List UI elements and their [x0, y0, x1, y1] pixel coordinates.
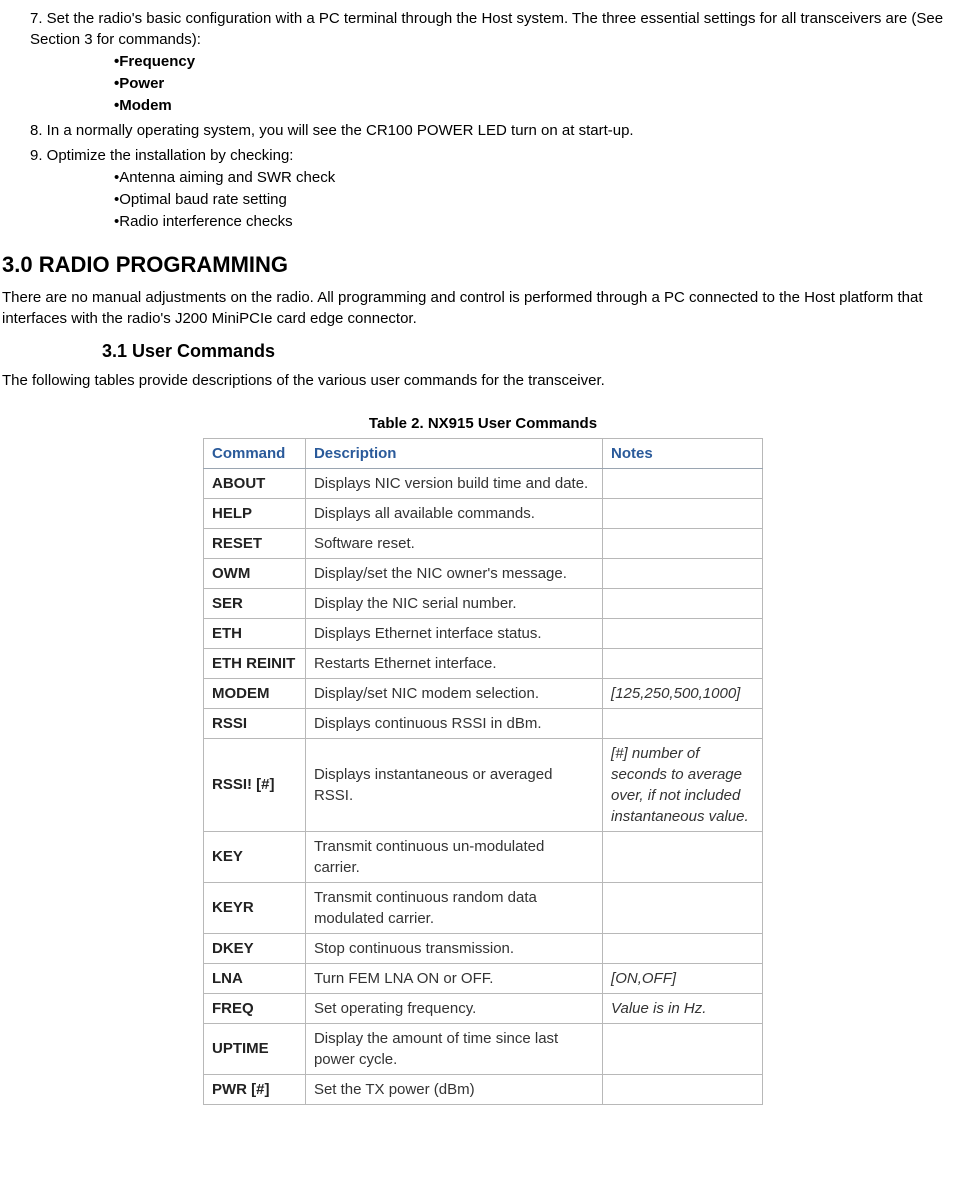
- cell-command: HELP: [204, 498, 306, 528]
- step-7: 7. Set the radio's basic configuration w…: [30, 8, 964, 116]
- cell-notes: [ON,OFF]: [603, 963, 763, 993]
- step-9: 9. Optimize the installation by checking…: [30, 145, 964, 232]
- cell-notes: Value is in Hz.: [603, 993, 763, 1023]
- step-9-bullets: •Antenna aiming and SWR check •Optimal b…: [114, 167, 964, 232]
- table-row: RSSI! [#]Displays instantaneous or avera…: [204, 738, 763, 831]
- cell-notes: [603, 1023, 763, 1074]
- table-row: SERDisplay the NIC serial number.: [204, 588, 763, 618]
- cell-notes: [603, 708, 763, 738]
- table-row: ABOUTDisplays NIC version build time and…: [204, 468, 763, 498]
- bullet-modem: •Modem: [114, 95, 964, 116]
- table-row: MODEMDisplay/set NIC modem selection.[12…: [204, 678, 763, 708]
- bullet-frequency: •Frequency: [114, 51, 964, 72]
- cell-description: Displays Ethernet interface status.: [305, 618, 602, 648]
- table-row: KEYRTransmit continuous random data modu…: [204, 882, 763, 933]
- cell-description: Stop continuous transmission.: [305, 933, 602, 963]
- bullet-interference: •Radio interference checks: [114, 211, 964, 232]
- cell-description: Display the amount of time since last po…: [305, 1023, 602, 1074]
- bullet-power: •Power: [114, 73, 964, 94]
- cell-description: Displays instantaneous or averaged RSSI.: [305, 738, 602, 831]
- table-row: KEYTransmit continuous un-modulated carr…: [204, 831, 763, 882]
- commands-table: Command Description Notes ABOUTDisplays …: [203, 438, 763, 1105]
- table-row: FREQSet operating frequency.Value is in …: [204, 993, 763, 1023]
- cell-description: Restarts Ethernet interface.: [305, 648, 602, 678]
- cell-description: Set the TX power (dBm): [305, 1074, 602, 1104]
- cell-command: RESET: [204, 528, 306, 558]
- bullet-baud: •Optimal baud rate setting: [114, 189, 964, 210]
- cell-command: ETH REINIT: [204, 648, 306, 678]
- table-header-row: Command Description Notes: [204, 438, 763, 468]
- header-command: Command: [204, 438, 306, 468]
- step-8-text: 8. In a normally operating system, you w…: [30, 122, 634, 139]
- step-9-text: 9. Optimize the installation by checking…: [30, 147, 293, 164]
- cell-command: DKEY: [204, 933, 306, 963]
- header-description: Description: [305, 438, 602, 468]
- cell-notes: [603, 648, 763, 678]
- cell-description: Displays NIC version build time and date…: [305, 468, 602, 498]
- cell-notes: [125,250,500,1000]: [603, 678, 763, 708]
- cell-command: ETH: [204, 618, 306, 648]
- cell-description: Display/set NIC modem selection.: [305, 678, 602, 708]
- table-row: HELPDisplays all available commands.: [204, 498, 763, 528]
- cell-notes: [603, 588, 763, 618]
- cell-notes: [603, 498, 763, 528]
- cell-command: ABOUT: [204, 468, 306, 498]
- cell-notes: [603, 1074, 763, 1104]
- cell-notes: [603, 831, 763, 882]
- cell-notes: [603, 933, 763, 963]
- cell-command: MODEM: [204, 678, 306, 708]
- cell-command: LNA: [204, 963, 306, 993]
- cell-command: FREQ: [204, 993, 306, 1023]
- section-3-0-para: There are no manual adjustments on the r…: [2, 287, 964, 329]
- heading-3-0: 3.0 RADIO PROGRAMMING: [2, 250, 964, 281]
- table-caption: Table 2. NX915 User Commands: [2, 413, 964, 434]
- document-content: 7. Set the radio's basic configuration w…: [0, 8, 966, 1105]
- cell-description: Display the NIC serial number.: [305, 588, 602, 618]
- cell-notes: [603, 882, 763, 933]
- cell-command: RSSI! [#]: [204, 738, 306, 831]
- step-7-bullets: •Frequency •Power •Modem: [114, 51, 964, 116]
- cell-description: Set operating frequency.: [305, 993, 602, 1023]
- table-row: UPTIMEDisplay the amount of time since l…: [204, 1023, 763, 1074]
- cell-command: SER: [204, 588, 306, 618]
- cell-command: UPTIME: [204, 1023, 306, 1074]
- cell-notes: [#] number of seconds to average over, i…: [603, 738, 763, 831]
- cell-description: Transmit continuous random data modulate…: [305, 882, 602, 933]
- table-row: PWR [#]Set the TX power (dBm): [204, 1074, 763, 1104]
- cell-command: OWM: [204, 558, 306, 588]
- table-row: RESETSoftware reset.: [204, 528, 763, 558]
- section-3-1-para: The following tables provide description…: [2, 370, 964, 391]
- cell-notes: [603, 528, 763, 558]
- table-row: OWMDisplay/set the NIC owner's message.: [204, 558, 763, 588]
- step-7-text: 7. Set the radio's basic configuration w…: [30, 10, 943, 48]
- table-row: ETHDisplays Ethernet interface status.: [204, 618, 763, 648]
- cell-notes: [603, 558, 763, 588]
- cell-description: Transmit continuous un-modulated carrier…: [305, 831, 602, 882]
- table-body: ABOUTDisplays NIC version build time and…: [204, 468, 763, 1104]
- table-row: DKEYStop continuous transmission.: [204, 933, 763, 963]
- cell-description: Displays all available commands.: [305, 498, 602, 528]
- cell-command: RSSI: [204, 708, 306, 738]
- cell-command: KEY: [204, 831, 306, 882]
- heading-3-1: 3.1 User Commands: [102, 339, 964, 364]
- cell-notes: [603, 618, 763, 648]
- table-row: ETH REINITRestarts Ethernet interface.: [204, 648, 763, 678]
- bullet-antenna: •Antenna aiming and SWR check: [114, 167, 964, 188]
- cell-description: Displays continuous RSSI in dBm.: [305, 708, 602, 738]
- step-8: 8. In a normally operating system, you w…: [30, 120, 964, 141]
- table-row: RSSIDisplays continuous RSSI in dBm.: [204, 708, 763, 738]
- cell-description: Turn FEM LNA ON or OFF.: [305, 963, 602, 993]
- cell-command: PWR [#]: [204, 1074, 306, 1104]
- cell-command: KEYR: [204, 882, 306, 933]
- cell-description: Software reset.: [305, 528, 602, 558]
- cell-description: Display/set the NIC owner's message.: [305, 558, 602, 588]
- cell-notes: [603, 468, 763, 498]
- header-notes: Notes: [603, 438, 763, 468]
- table-wrapper: Command Description Notes ABOUTDisplays …: [2, 438, 964, 1105]
- table-row: LNATurn FEM LNA ON or OFF.[ON,OFF]: [204, 963, 763, 993]
